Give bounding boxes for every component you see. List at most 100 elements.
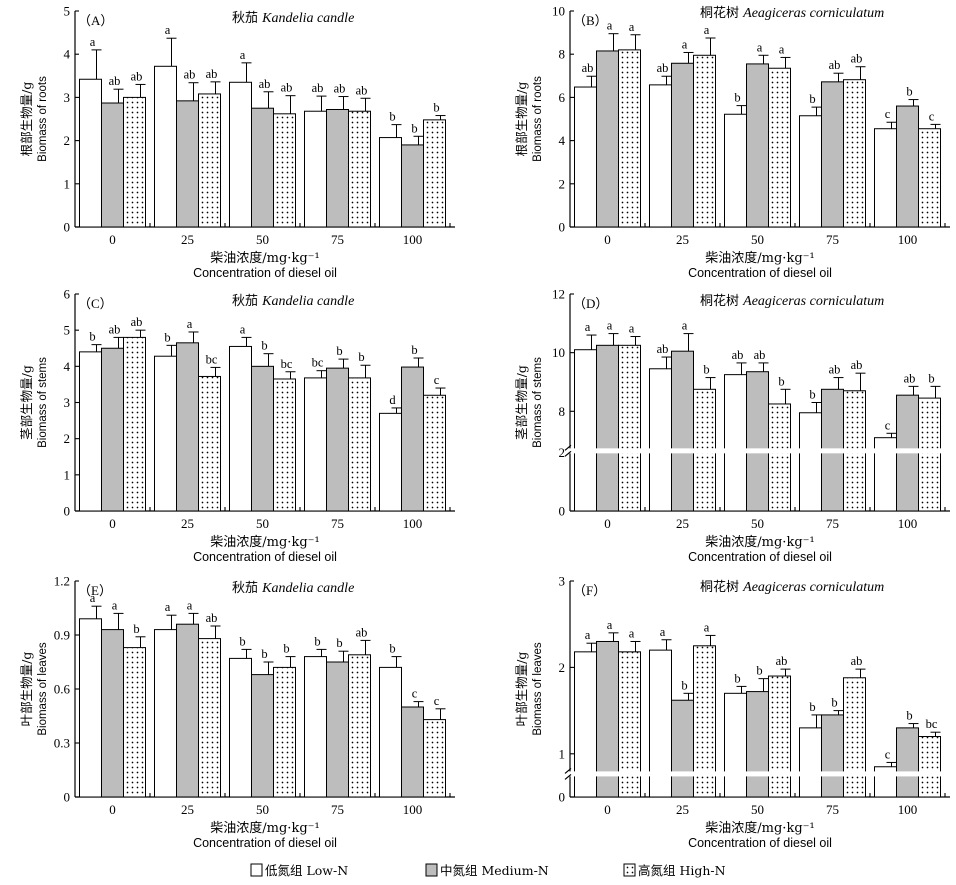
significance-label: c xyxy=(929,109,935,123)
bar xyxy=(304,377,327,512)
x-tick-label: 50 xyxy=(751,232,764,247)
significance-label: b xyxy=(928,371,934,385)
significance-label: b xyxy=(411,121,417,135)
legend-label: 低氮组 Low-N xyxy=(265,863,348,878)
significance-label: ab xyxy=(776,654,788,668)
y-tick-label: 10 xyxy=(552,4,565,19)
significance-label: b xyxy=(681,678,687,692)
x-tick-label: 50 xyxy=(751,516,764,531)
significance-label: b xyxy=(389,110,395,124)
chart-title-cn: 桐花树 xyxy=(700,579,743,595)
significance-label: a xyxy=(607,618,613,632)
significance-label: a xyxy=(240,322,246,336)
y-tick-label: 0 xyxy=(559,504,566,519)
significance-label: a xyxy=(90,591,96,605)
chart-title: 秋茄 Kandelia candle xyxy=(232,11,354,26)
y-tick-label: 8 xyxy=(559,404,566,419)
y-tick-label: 0 xyxy=(64,220,71,235)
bar xyxy=(746,371,769,512)
bar xyxy=(123,336,146,512)
y-axis-label: 根部生物量/g xyxy=(19,82,34,157)
bar xyxy=(123,96,146,228)
bar xyxy=(304,110,327,228)
x-axis-label-en: Concentration of diesel oil xyxy=(688,836,832,850)
significance-label: bc xyxy=(281,357,293,371)
y-axis-label-en: Biomass of stems xyxy=(37,357,49,448)
chart-title: 桐花树 Aeagiceras corniculatum xyxy=(700,579,884,595)
bar xyxy=(176,100,199,228)
bar xyxy=(768,403,791,512)
panel-letter: （F） xyxy=(573,583,606,598)
bar xyxy=(799,412,822,512)
axis-break-mark xyxy=(564,773,572,780)
bar xyxy=(574,86,597,228)
significance-label: ab xyxy=(206,611,218,625)
bar xyxy=(596,344,619,512)
bar xyxy=(154,65,177,228)
panel-letter: （B） xyxy=(573,13,608,28)
bar xyxy=(251,674,274,798)
x-axis-label: 柴油浓度/mg·kg⁻¹ xyxy=(210,250,319,266)
x-tick-label: 25 xyxy=(676,802,689,817)
y-axis-label: 茎部生物量/g xyxy=(514,365,529,440)
x-tick-label: 50 xyxy=(256,232,269,247)
significance-label: b xyxy=(389,642,395,656)
y-tick-label: 1 xyxy=(559,746,566,761)
bar xyxy=(348,110,371,228)
bar xyxy=(423,119,446,228)
bar xyxy=(273,378,296,512)
x-axis-label-en: Concentration of diesel oil xyxy=(193,550,337,564)
significance-label: bc xyxy=(206,352,218,366)
bar xyxy=(671,350,694,512)
bar xyxy=(724,374,747,512)
significance-label: ab xyxy=(829,363,841,377)
significance-label: b xyxy=(261,647,267,661)
x-tick-label: 25 xyxy=(676,516,689,531)
significance-label: b xyxy=(89,330,95,344)
bar xyxy=(649,84,672,228)
significance-label: ab xyxy=(657,61,669,75)
x-axis-label-en: Concentration of diesel oil xyxy=(688,550,832,564)
significance-label: ab xyxy=(184,68,196,82)
x-tick-label: 75 xyxy=(331,232,344,247)
significance-label: ab xyxy=(657,342,669,356)
chart-title-cn: 桐花树 xyxy=(700,293,743,309)
bar xyxy=(273,666,296,798)
significance-label: a xyxy=(629,20,635,34)
significance-label: ab xyxy=(206,67,218,81)
significance-label: d xyxy=(389,393,396,407)
x-tick-label: 0 xyxy=(604,516,611,531)
bar xyxy=(79,618,102,798)
x-axis-label: 柴油浓度/mg·kg⁻¹ xyxy=(705,820,814,836)
significance-label: a xyxy=(90,35,96,49)
bar xyxy=(799,727,822,798)
bar xyxy=(273,113,296,228)
legend-label: 高氮组 High-N xyxy=(638,863,726,878)
bar xyxy=(79,78,102,228)
chart-title-latin: Aeagiceras corniculatum xyxy=(742,580,884,595)
axis-break-mark xyxy=(564,444,572,451)
axis-break-band xyxy=(568,771,952,777)
bar xyxy=(401,706,424,798)
chart-title-cn: 桐花树 xyxy=(700,5,743,21)
significance-label: b xyxy=(756,664,762,678)
x-axis-label: 柴油浓度/mg·kg⁻¹ xyxy=(210,820,319,836)
bar xyxy=(768,675,791,798)
bar xyxy=(918,736,941,798)
y-tick-label: 0 xyxy=(559,790,566,805)
significance-label: ab xyxy=(109,74,121,88)
bar xyxy=(724,692,747,798)
y-axis-label-en: Biomass of stems xyxy=(532,357,544,448)
significance-label: a xyxy=(187,317,193,331)
axis-break-band xyxy=(568,448,952,454)
significance-label: b xyxy=(703,363,709,377)
x-tick-label: 75 xyxy=(331,516,344,531)
legend-swatch xyxy=(425,863,438,877)
significance-label: b xyxy=(809,700,815,714)
y-tick-label: 2 xyxy=(559,445,566,460)
bar xyxy=(821,81,844,228)
y-tick-label: 12 xyxy=(552,287,565,302)
y-tick-label: 1 xyxy=(64,467,71,482)
